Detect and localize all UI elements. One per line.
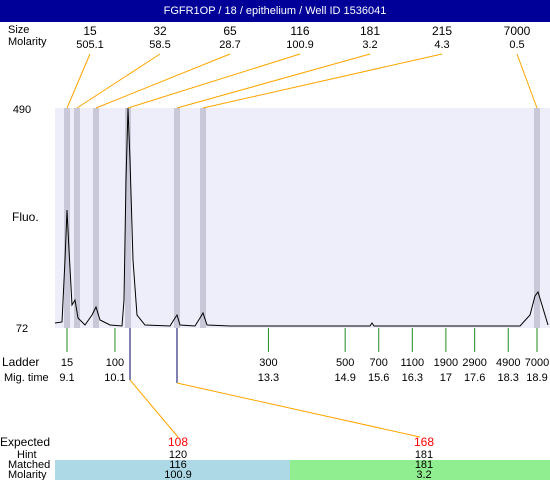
peak-connector (95, 53, 231, 109)
peak-connector (76, 53, 161, 109)
ladder-size: 1100 (400, 357, 424, 369)
peak-molarity: 3.2 (362, 39, 377, 51)
peak-band (534, 108, 540, 328)
peak-band (125, 108, 131, 328)
y-max: 490 (13, 104, 31, 116)
mig-time: 9.1 (59, 372, 74, 384)
title-bar (0, 0, 550, 22)
peak-size: 7000 (504, 24, 531, 38)
peak-molarity: 0.5 (509, 39, 524, 51)
row-label: Expected (0, 435, 50, 449)
peak-connector (66, 53, 91, 109)
row-label: Molarity (8, 36, 47, 48)
peak-molarity: 28.7 (219, 39, 240, 51)
peak-size: 15 (83, 24, 97, 38)
row-label: Matched (8, 459, 50, 471)
y-label: Fluo. (12, 210, 39, 224)
row-label: Mig. time (4, 372, 49, 384)
connector (129, 379, 179, 438)
plot-area (55, 108, 550, 328)
ladder-size: 15 (61, 357, 73, 369)
peak-connector (176, 53, 371, 109)
y-min: 72 (16, 323, 28, 335)
mig-time: 18.3 (498, 372, 519, 384)
peak-connector (127, 53, 301, 109)
mig-time: 17.6 (464, 372, 485, 384)
matched-cell (55, 460, 290, 480)
hint-value: 181 (415, 449, 433, 461)
mig-time: 13.3 (258, 372, 279, 384)
molarity-value: 100.9 (164, 469, 192, 480)
peak-band (93, 108, 99, 328)
title: FGFR1OP / 18 / epithelium / Well ID 1536… (164, 5, 387, 17)
expected-value: 108 (168, 435, 188, 449)
matched-cell (290, 460, 550, 480)
matched-value: 181 (415, 459, 433, 471)
row-label: Molarity (8, 469, 47, 480)
hint-value: 120 (169, 449, 187, 461)
row-label: Ladder (2, 355, 39, 369)
row-label: Size (8, 24, 29, 36)
peak-size: 116 (290, 24, 309, 38)
ladder-size: 1900 (434, 357, 458, 369)
mig-time: 14.9 (334, 372, 355, 384)
peak-molarity: 100.9 (286, 39, 314, 51)
peak-band (200, 108, 206, 328)
ladder-size: 4900 (496, 357, 520, 369)
ladder-size: 2900 (462, 357, 486, 369)
mig-time: 15.6 (368, 372, 389, 384)
mig-time: 18.9 (526, 372, 547, 384)
peak-connector (516, 53, 538, 109)
ladder-size: 7000 (525, 357, 549, 369)
molarity-value: 3.2 (416, 469, 431, 480)
peak-size: 32 (153, 24, 167, 38)
mig-time: 16.3 (402, 372, 423, 384)
peak-molarity: 4.3 (434, 39, 449, 51)
peak-size: 181 (360, 24, 380, 38)
peak-size: 65 (223, 24, 237, 38)
peak-size: 215 (432, 24, 452, 38)
ladder-size: 100 (106, 357, 124, 369)
row-label: Hint (17, 449, 37, 461)
peak-molarity: 505.1 (76, 39, 104, 51)
ladder-size: 500 (336, 357, 354, 369)
trace (54, 107, 549, 327)
ladder-size: 700 (370, 357, 388, 369)
peak-band (74, 108, 80, 328)
peak-band (174, 108, 180, 328)
ladder-size: 300 (259, 357, 277, 369)
matched-value: 116 (169, 459, 187, 471)
peak-molarity: 58.5 (149, 39, 170, 51)
expected-value: 168 (414, 435, 434, 449)
connector (176, 382, 421, 438)
mig-time: 17 (440, 372, 452, 384)
peak-connector (202, 53, 443, 109)
mig-time: 10.1 (104, 372, 125, 384)
